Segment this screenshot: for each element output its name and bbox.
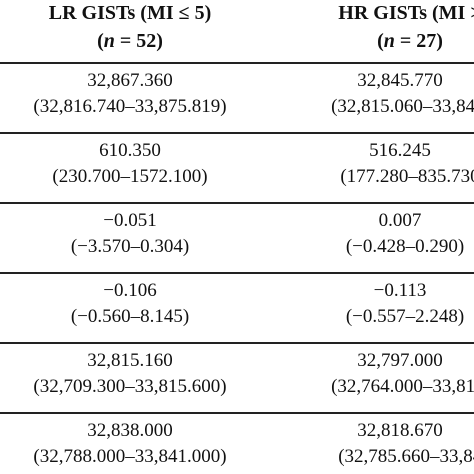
row-5-hr-range: (32,785.660–33,842 [338,446,474,467]
row-4-hr-range: (32,764.000–33,813.0 [331,376,474,397]
header-hr-title: HR GISTs (MI > [338,2,474,24]
row-1-lr-value: 610.350 [99,140,161,161]
row-4-hr-value: 32,797.000 [357,350,443,371]
row-3-hr-range: (−0.557–2.248) [345,306,465,327]
row-0-lr-range: (32,816.740–33,875.819) [33,96,227,117]
row-5-hr-value: 32,818.670 [357,420,443,441]
row-divider-2 [0,272,474,274]
row-divider-0 [0,132,474,134]
header-hr-n-value: = 27) [394,30,443,52]
header-hr-n-label: n [383,30,395,52]
row-1-hr-value: 516.245 [369,140,431,161]
row-4-lr-value: 32,815.160 [87,350,173,371]
row-2-hr-value: 0.007 [378,210,422,231]
header-lr-n-value: = 52) [114,30,163,52]
row-0-lr-value: 32,867.360 [87,70,173,91]
header-lr-n-label: n [103,30,115,52]
row-3-hr-value: −0.113 [373,280,427,301]
header-divider [0,62,474,64]
row-0-hr-range: (32,815.060–33,844.4 [331,96,474,117]
row-2-lr-value: −0.051 [103,210,157,231]
row-divider-3 [0,342,474,344]
header-lr-n: (n = 52) [97,30,163,52]
row-3-lr-range: (−0.560–8.145) [70,306,190,327]
row-2-lr-range: (−3.570–0.304) [70,236,190,257]
row-5-lr-range: (32,788.000–33,841.000) [33,446,227,467]
header-lr-title: LR GISTs (MI ≤ 5) [48,2,212,24]
row-4-lr-range: (32,709.300–33,815.600) [33,376,227,397]
row-2-hr-range: (−0.428–0.290) [345,236,465,257]
row-divider-4 [0,412,474,414]
row-1-hr-range: (177.280–835.730 [340,166,474,187]
table-header: LR GISTs (MI ≤ 5) (n = 52) HR GISTs (MI … [0,0,474,62]
row-divider-1 [0,202,474,204]
row-3-lr-value: −0.106 [103,280,157,301]
row-5-lr-value: 32,838.000 [87,420,173,441]
header-hr-n: (n = 27) [377,30,443,52]
row-1-lr-range: (230.700–1572.100) [52,166,208,187]
row-0-hr-value: 32,845.770 [357,70,443,91]
